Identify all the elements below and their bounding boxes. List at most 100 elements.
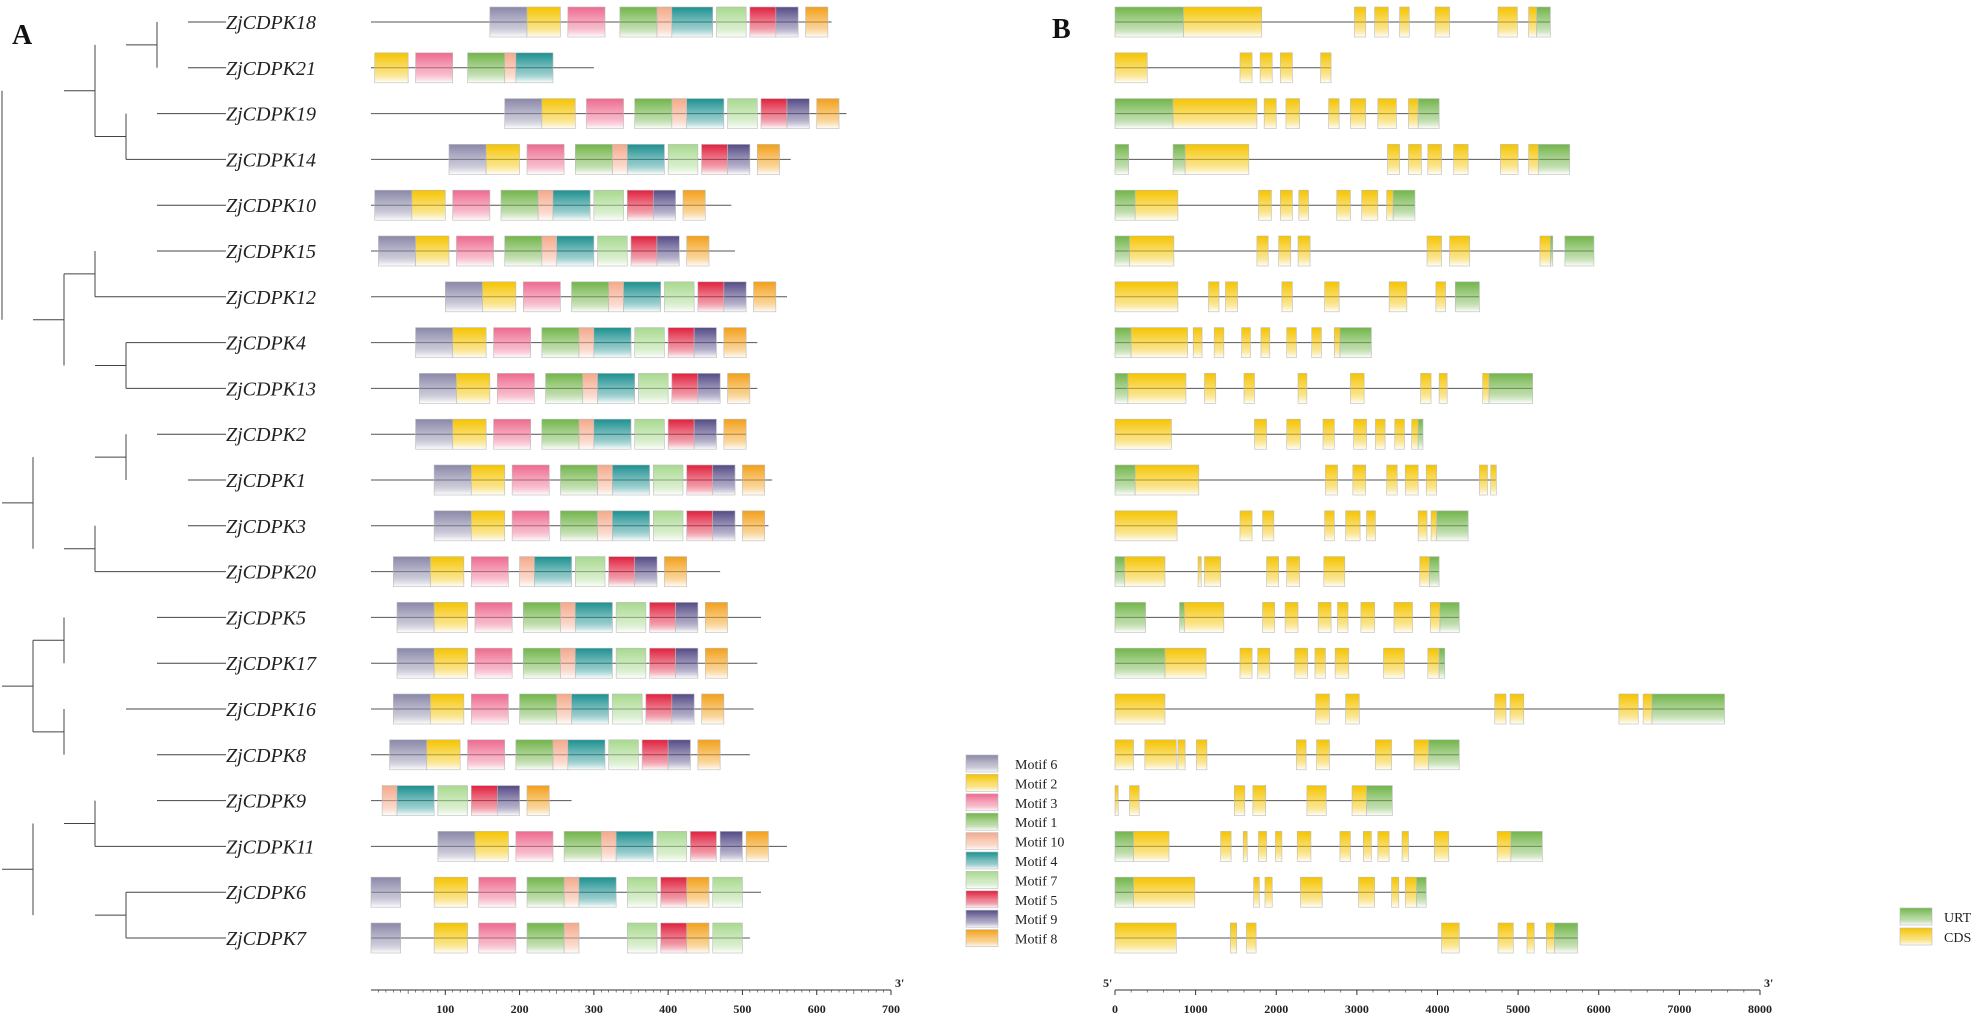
motif-3-box xyxy=(522,281,561,313)
cds-box xyxy=(1316,739,1330,771)
motif-4-box xyxy=(552,189,591,221)
motif-9-box xyxy=(719,831,743,862)
motif-6-box xyxy=(444,281,483,313)
motif-9-box xyxy=(675,647,699,679)
utr-box xyxy=(1436,510,1469,542)
cds-box xyxy=(1262,602,1275,633)
gene-label: ZjCDPK6 xyxy=(226,882,306,904)
legend-swatch xyxy=(965,871,999,889)
cds-box xyxy=(1253,876,1260,908)
gene-label: ZjCDPK15 xyxy=(226,241,316,263)
motif-3-box xyxy=(478,922,517,954)
motif-10-box xyxy=(556,693,572,725)
motif-10-box xyxy=(600,831,617,862)
legend-swatch xyxy=(965,909,999,928)
motif-4-box xyxy=(593,418,632,450)
motif-6-box xyxy=(378,235,416,267)
gene-label: ZjCDPK16 xyxy=(226,699,316,721)
cds-box xyxy=(1500,144,1519,175)
motif-10-box xyxy=(519,556,535,587)
cds-box xyxy=(1354,6,1367,38)
gene-label: ZjCDPK19 xyxy=(226,104,316,126)
motif-6-box xyxy=(370,876,402,908)
motif-5-box xyxy=(641,739,669,771)
motif-8-box xyxy=(686,876,710,908)
cds-box xyxy=(1361,189,1379,221)
motif-6-box xyxy=(448,144,487,175)
motif-9-box xyxy=(675,602,699,633)
cds-box xyxy=(1184,602,1225,633)
motif-2-box xyxy=(430,556,465,587)
cds-box xyxy=(1127,373,1187,404)
motif-10-box xyxy=(608,281,624,313)
motif-8-box xyxy=(723,327,747,358)
legend-swatch xyxy=(1899,927,1933,946)
motif-7-box xyxy=(574,556,606,587)
cds-box xyxy=(1239,510,1253,542)
cds-box xyxy=(1114,693,1166,725)
motif-2-box xyxy=(374,52,409,84)
motif-6-box xyxy=(415,327,454,358)
utr-box xyxy=(1339,327,1372,358)
motif-2-box xyxy=(452,327,487,358)
cds-box xyxy=(1252,785,1267,816)
motif-6-box xyxy=(374,189,413,221)
motif-4-box xyxy=(574,647,613,679)
cds-box xyxy=(1433,831,1450,862)
cds-box xyxy=(1401,831,1409,862)
motif-8-box xyxy=(526,785,550,816)
gene-label: ZjCDPK2 xyxy=(226,424,306,446)
cds-box xyxy=(1388,281,1408,313)
cds-box xyxy=(1438,373,1448,404)
motif-4-box xyxy=(515,52,554,84)
motif-5-box xyxy=(749,6,777,38)
cds-box xyxy=(1345,510,1361,542)
motif-10-box xyxy=(597,510,613,542)
gene-label: ZjCDPK17 xyxy=(226,653,317,675)
motif-6-box xyxy=(389,739,428,771)
motif-9-box xyxy=(723,281,747,313)
legend-swatch xyxy=(965,832,999,850)
cds-box xyxy=(1298,189,1309,221)
motif-3-box xyxy=(456,235,494,267)
motif-5-box xyxy=(608,556,636,587)
motif-9-box xyxy=(712,464,736,496)
cds-box xyxy=(1114,281,1179,313)
motif-7-box xyxy=(597,235,628,267)
motif-10-box xyxy=(578,418,595,450)
utr-box xyxy=(1510,831,1543,862)
motif-2-box xyxy=(541,98,576,129)
cds-box xyxy=(1449,235,1471,267)
gene-label: ZjCDPK4 xyxy=(226,333,306,355)
motif-3-box xyxy=(493,327,532,358)
utr-box xyxy=(1428,739,1460,771)
utr-box xyxy=(1392,189,1416,221)
cds-box xyxy=(1526,922,1535,954)
motif-8-box xyxy=(704,647,728,679)
motif-8-box xyxy=(723,418,747,450)
feature-legend: URT CDS xyxy=(1899,907,1972,946)
motif-6-box xyxy=(370,922,402,954)
cds-box xyxy=(1263,98,1277,129)
motif-1-box xyxy=(541,327,580,358)
cds-box xyxy=(1358,876,1375,908)
cds-box xyxy=(1184,144,1250,175)
motif-7-box xyxy=(615,647,647,679)
cds-box xyxy=(1429,602,1441,633)
gene-label: ZjCDPK10 xyxy=(226,195,316,217)
legend-label: Motif 6 xyxy=(1015,758,1057,773)
motif-2-box xyxy=(474,831,509,862)
gene-labels: ZjCDPK18 ZjCDPK21 ZjCDPK19 ZjCDPK14 ZjCDPK10… xyxy=(226,12,317,950)
motif-2-box xyxy=(411,189,446,221)
axis-tick-label: 7000 xyxy=(1667,1002,1691,1016)
motif-5-box xyxy=(470,785,498,816)
motif-9-box xyxy=(693,327,717,358)
motif-9-box xyxy=(496,785,520,816)
cds-box xyxy=(1427,647,1440,679)
motif-5-box xyxy=(760,98,788,129)
motif-1-box xyxy=(522,647,561,679)
utr-box xyxy=(1416,876,1427,908)
motif-9-box xyxy=(786,98,810,129)
utr-box xyxy=(1554,922,1579,954)
protein-length-axis: 100 200 300 400 500 600 700 3' xyxy=(371,976,904,1016)
